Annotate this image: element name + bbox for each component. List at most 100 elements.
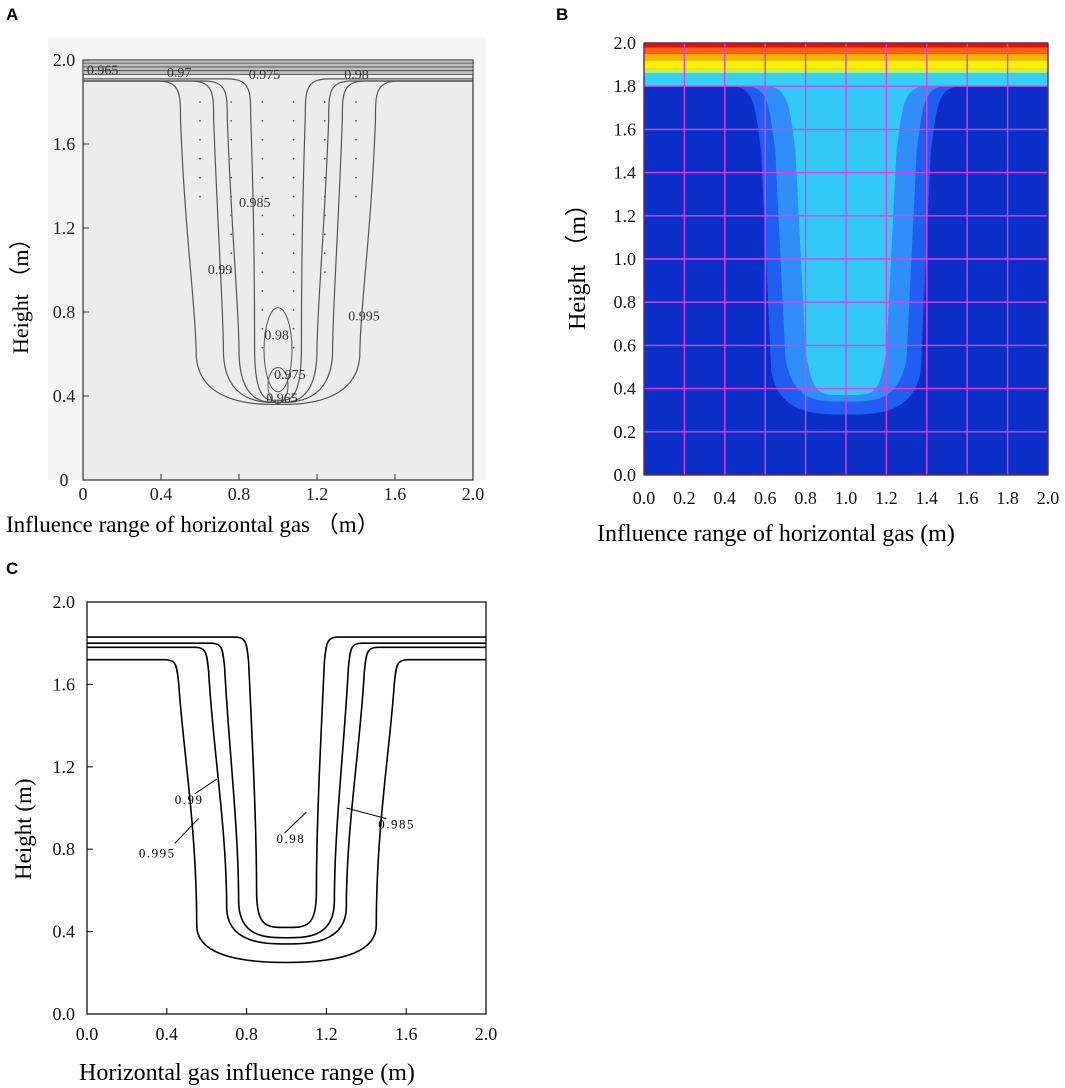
panel-a-ylabel: Height （m） [8, 228, 33, 355]
x-tick-label: 0.6 [754, 488, 777, 508]
panel-b-x-ticks: 0.0 0.2 0.4 0.6 0.8 1.0 1.2 1.4 1.6 1.8 2.0 [633, 488, 1060, 508]
vector-dot [199, 101, 201, 103]
vector-dot [323, 101, 326, 103]
x-tick-label: 2.0 [1037, 488, 1060, 508]
panel-b-xlabel: Influence range of horizontal gas (m) [597, 521, 955, 547]
vector-dot [323, 252, 326, 255]
y-tick-label: 0.6 [614, 335, 637, 355]
vector-dot [292, 138, 295, 141]
panel-a-contours [83, 78, 473, 406]
contour-label: 0.99 [208, 263, 233, 278]
vector-dot [292, 233, 295, 236]
vector-dot [292, 157, 295, 160]
vector-dot [199, 195, 201, 198]
panel-a-vector-dots [199, 101, 357, 349]
vector-dot [230, 176, 233, 179]
panel-c-ylabel: Height (m) [11, 778, 36, 880]
vector-dot [261, 214, 264, 217]
vector-dot [323, 120, 326, 122]
y-tick-label: 0.8 [53, 302, 76, 322]
panel-b-letter: B [556, 5, 568, 24]
y-tick-label: 2.0 [614, 33, 637, 53]
contour-label: 0.985 [239, 196, 271, 211]
y-tick-label: 0.0 [614, 465, 637, 485]
panel-b-y-ticks: 0.0 0.2 0.4 0.6 0.8 1.0 1.2 1.4 1.6 1.8 2.0 [614, 33, 637, 485]
contour-line-0.99 [87, 646, 486, 945]
vector-dot [199, 120, 201, 122]
y-tick-label: 0.4 [614, 379, 637, 399]
x-tick-label: 1.0 [835, 488, 858, 508]
x-tick-label: 2.0 [475, 1024, 498, 1044]
y-tick-label: 0.8 [53, 839, 76, 859]
vector-dot [230, 120, 233, 122]
vector-dot [323, 138, 326, 141]
x-tick-label: 0.4 [156, 1024, 179, 1044]
y-tick-label: 2.0 [53, 50, 76, 70]
y-tick-label: 1.6 [53, 134, 76, 154]
vector-dot [355, 120, 357, 122]
y-tick-label: 0.0 [53, 1004, 76, 1024]
vector-dot [230, 157, 233, 160]
vector-dot [292, 214, 295, 217]
x-tick-label: 1.8 [996, 488, 1019, 508]
contour-loop [267, 367, 289, 404]
y-tick-label: 0.2 [614, 422, 637, 442]
vector-dot [292, 346, 295, 349]
panel-b-ylabel: Height （m） [565, 192, 591, 330]
vector-dot [292, 290, 295, 292]
vector-dot [261, 176, 264, 179]
x-tick-label: 1.2 [875, 488, 898, 508]
contour-line-0.995 [87, 658, 486, 964]
y-tick-label: 1.6 [614, 119, 637, 139]
vector-dot [199, 176, 201, 179]
panel-a-x-ticks: 0 0.4 0.8 1.2 1.6 2.0 [79, 474, 484, 504]
panel-a-contour-labels: 0.965 0.97 0.975 0.98 0.985 0.99 0.995 0.98 0.97… [87, 64, 380, 407]
vector-dot [261, 271, 264, 273]
vector-dot [261, 138, 264, 141]
vector-dot [199, 157, 201, 160]
y-tick-label: 0 [60, 470, 69, 490]
vector-dot [292, 195, 295, 198]
vector-dot [323, 233, 326, 236]
y-tick-label: 1.2 [614, 206, 637, 226]
x-tick-label: 1.6 [956, 488, 979, 508]
y-tick-label: 1.2 [53, 218, 76, 238]
vector-dot [261, 327, 264, 330]
label-leader-line [194, 778, 217, 795]
x-tick-label: 0.8 [228, 484, 251, 504]
x-tick-label: 1.4 [916, 488, 939, 508]
panel-b-grid [643, 42, 1049, 476]
contour-line [83, 80, 473, 403]
vector-dot [323, 157, 326, 160]
panel-a: A 0.965 0.97 0.975 0.980.9850.990.9950.980.… [6, 5, 486, 537]
x-tick-label: 1.2 [315, 1024, 338, 1044]
vector-dot [261, 157, 264, 160]
vector-dot [261, 346, 264, 349]
panel-c-contour-labels: 0.98 0.985 0.99 0.995 [139, 792, 415, 861]
x-tick-label: 0.4 [150, 484, 173, 504]
contour-line-0.98 [87, 636, 486, 929]
vector-dot [292, 271, 295, 273]
label-leader-line [346, 807, 387, 820]
contour-label: 0.985 [378, 817, 415, 832]
vector-dot [261, 101, 264, 103]
panel-c-x-ticks: 0.0 0.4 0.8 1.2 1.6 2.0 [76, 1008, 498, 1044]
x-tick-label: 0 [79, 484, 88, 504]
vector-dot [261, 195, 264, 198]
vector-dot [323, 176, 326, 179]
panel-a-xlabel: Influence range of horizontal gas （m） [6, 512, 380, 537]
vector-dot [292, 309, 295, 311]
contour-label: 0.995 [348, 309, 380, 324]
vector-dot [230, 252, 233, 255]
x-tick-label: 1.6 [384, 484, 407, 504]
panel-c-xlabel: Horizontal gas influence range (m) [79, 1060, 415, 1086]
vector-dot [355, 157, 357, 160]
contour-label: 0.97 [167, 66, 192, 81]
panel-c-y-ticks: 0.0 0.4 0.8 1.2 1.6 2.0 [53, 592, 93, 1024]
contour-label: 0.98 [344, 68, 369, 83]
panel-c-letter: C [6, 559, 18, 578]
panel-c-contours [87, 636, 486, 964]
contour-label: 0.965 [266, 391, 298, 406]
vector-dot [261, 252, 264, 255]
